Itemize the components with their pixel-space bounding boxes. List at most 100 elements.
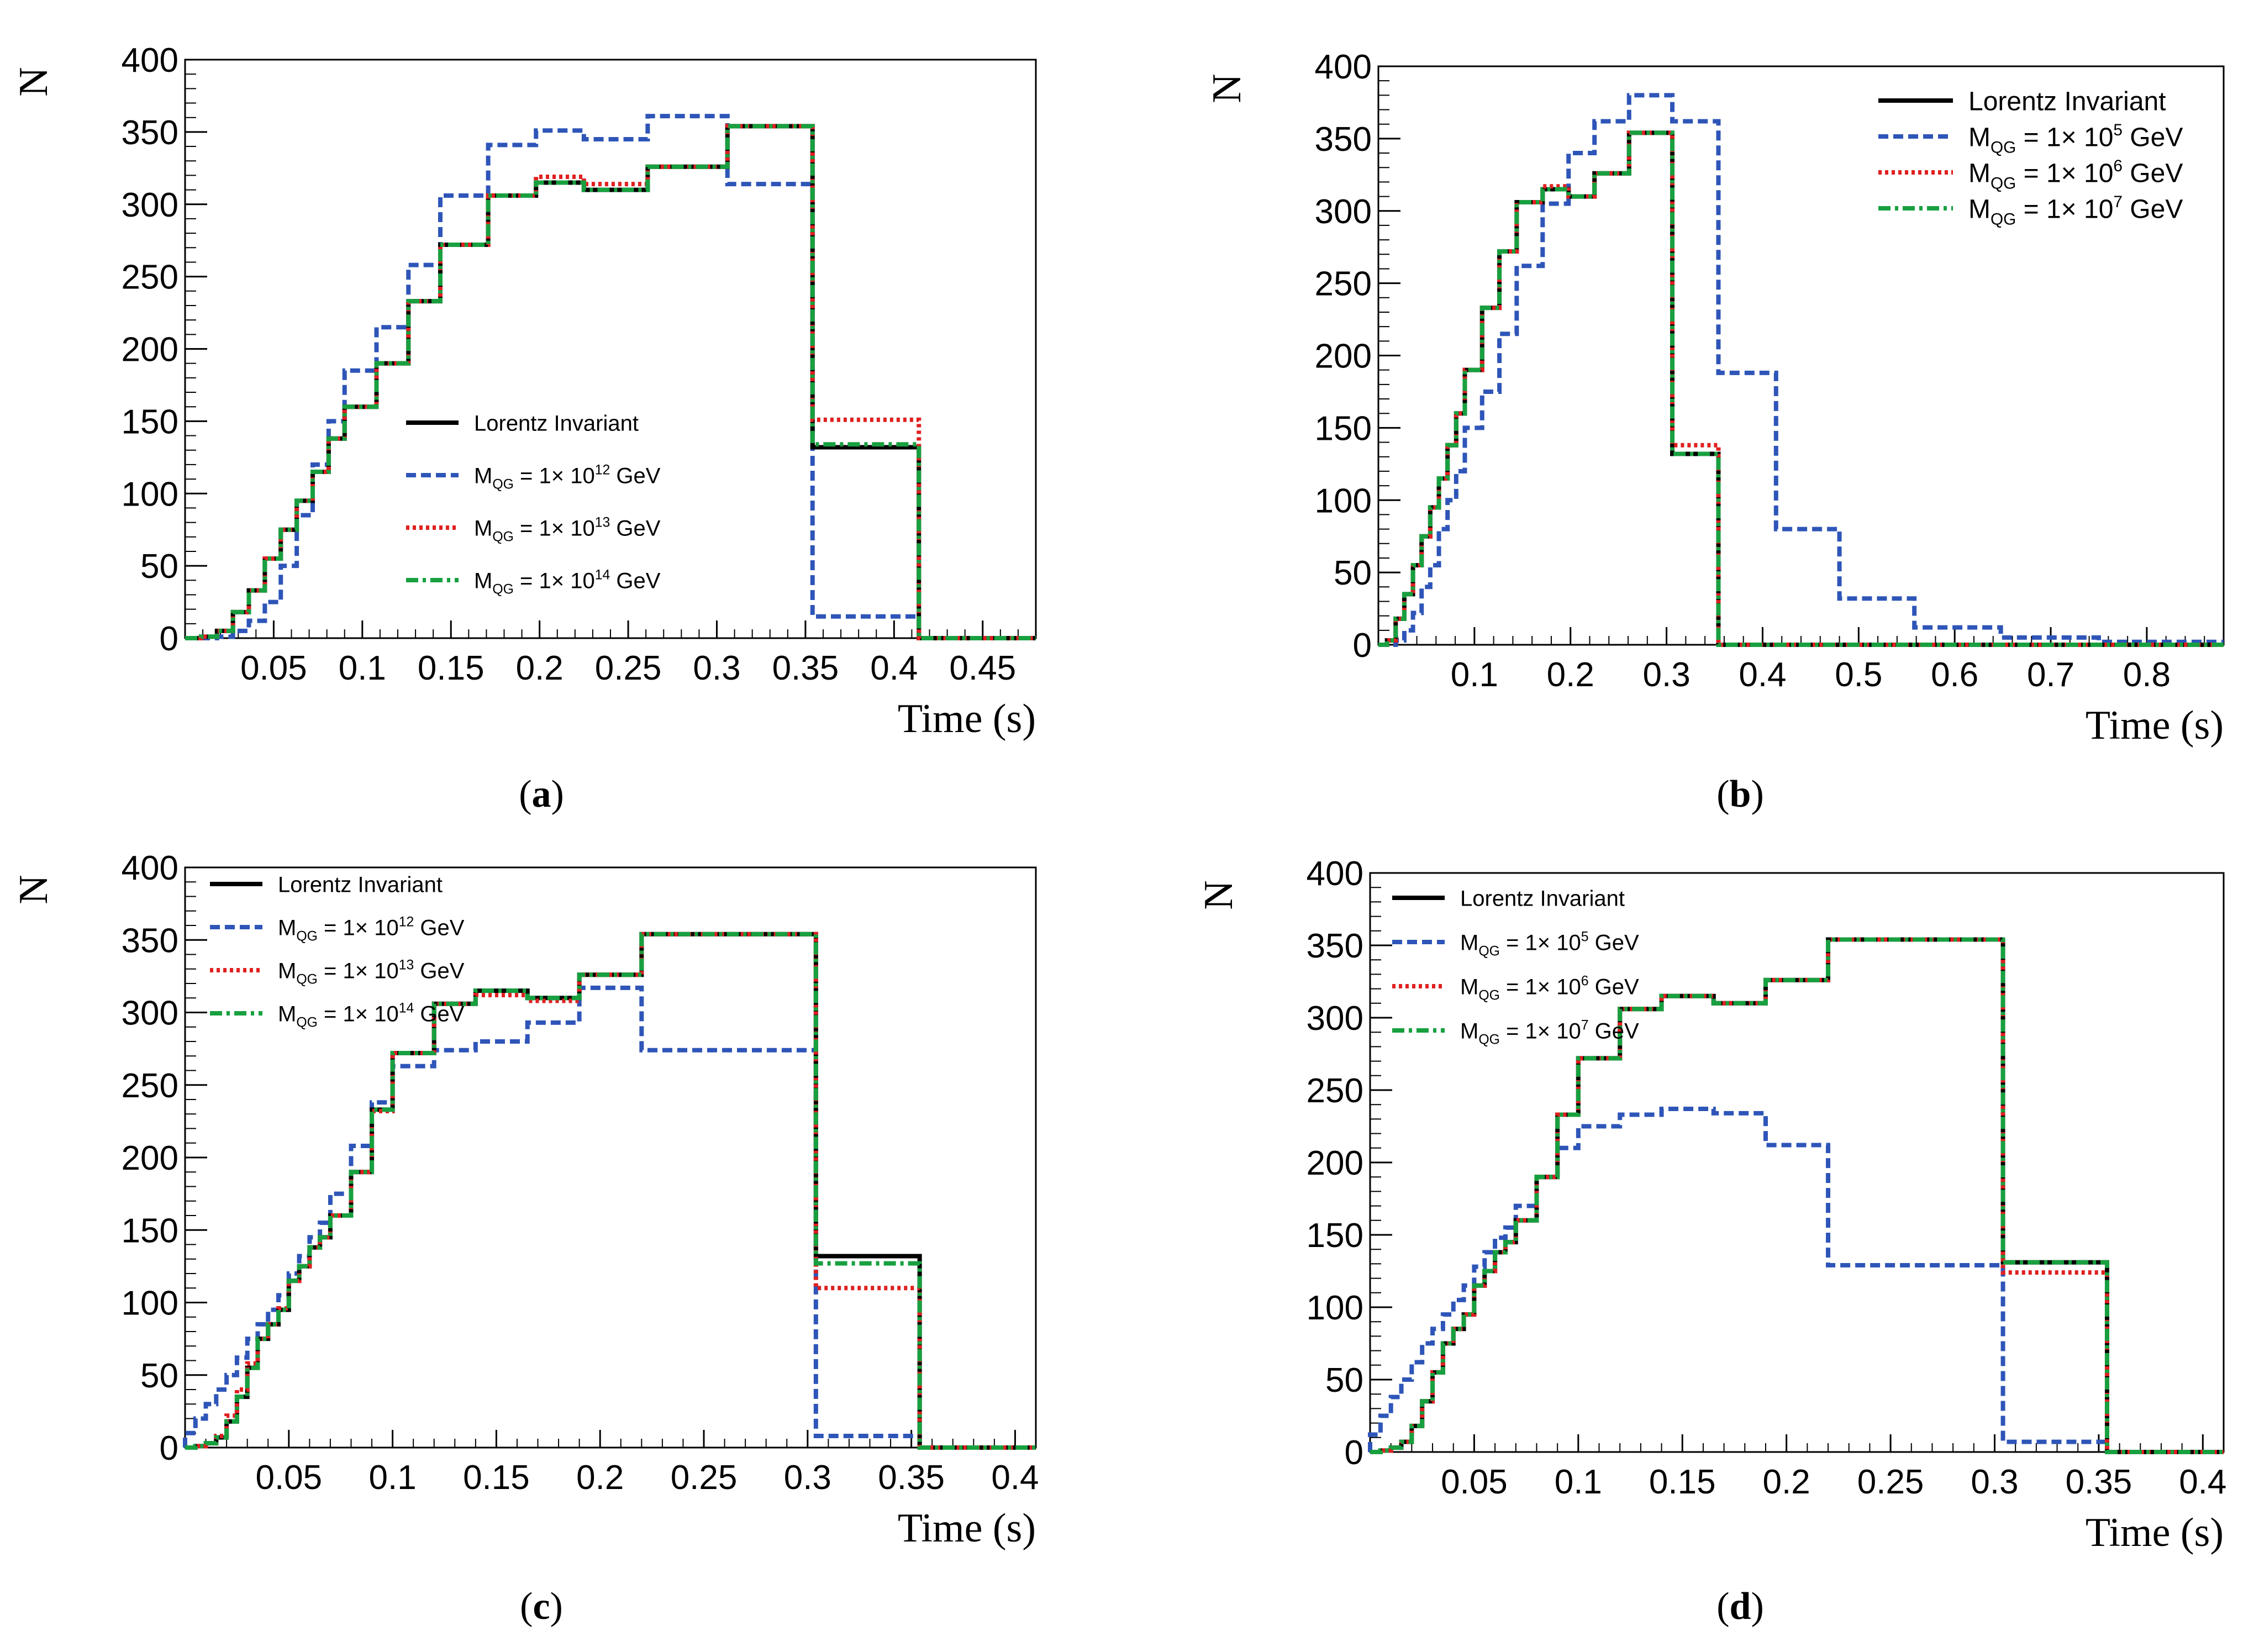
y-axis-title: N bbox=[1204, 73, 1250, 103]
series-line-2 bbox=[185, 932, 1036, 1450]
series-line-3 bbox=[1370, 937, 2224, 1454]
y-tick-label: 0 bbox=[1353, 627, 1372, 665]
x-tick-label: 0.1 bbox=[1451, 656, 1498, 694]
x-tick-label: 0.35 bbox=[878, 1459, 945, 1497]
y-tick-label: 150 bbox=[122, 1212, 178, 1250]
x-tick-label: 0.35 bbox=[2066, 1463, 2132, 1501]
series-line-3 bbox=[1378, 130, 2224, 647]
legend-label-2: MQG = 1× 1013 GeV bbox=[278, 957, 465, 987]
x-tick-label: 0.3 bbox=[784, 1459, 831, 1497]
x-tick-label: 0.3 bbox=[1971, 1463, 2018, 1501]
x-tick-label: 0.1 bbox=[369, 1459, 417, 1497]
panel-caption: (b) bbox=[1716, 773, 1764, 816]
x-tick-label: 0.4 bbox=[1739, 656, 1786, 694]
y-tick-label: 50 bbox=[1325, 1361, 1363, 1400]
y-axis-title: N bbox=[11, 875, 56, 904]
legend-label-2: MQG = 1× 106 GeV bbox=[1460, 974, 1639, 1003]
x-tick-label: 0.05 bbox=[240, 649, 307, 687]
y-tick-label: 50 bbox=[140, 1357, 178, 1395]
x-axis-title: Time (s) bbox=[2086, 703, 2224, 748]
y-tick-label: 400 bbox=[122, 41, 178, 80]
x-tick-label: 0.1 bbox=[339, 649, 386, 687]
x-tick-label: 0.2 bbox=[516, 649, 564, 687]
x-tick-label: 0.15 bbox=[463, 1459, 530, 1497]
y-tick-label: 400 bbox=[122, 849, 178, 887]
x-tick-label: 0.4 bbox=[991, 1459, 1039, 1497]
x-tick-label: 0.8 bbox=[2123, 656, 2171, 694]
y-tick-label: 100 bbox=[122, 475, 178, 513]
y-tick-label: 100 bbox=[1307, 1289, 1363, 1327]
x-tick-label: 0.7 bbox=[2027, 656, 2074, 694]
x-tick-label: 0.25 bbox=[595, 649, 662, 687]
series-line-1 bbox=[1378, 93, 2224, 647]
y-tick-label: 300 bbox=[1315, 193, 1372, 231]
legend-label-2: MQG = 1× 1013 GeV bbox=[474, 515, 661, 544]
panel-c: 0 50 100 150 200 250 300 350 400 0.05 0.1 0.15 0.2 0.… bbox=[11, 849, 1039, 1628]
x-tick-label: 0.3 bbox=[693, 649, 740, 687]
x-tick-label: 0.45 bbox=[949, 649, 1016, 687]
legend-label-0: Lorentz Invariant bbox=[474, 411, 639, 435]
x-tick-label: 0.15 bbox=[1649, 1463, 1716, 1501]
x-axis-title: Time (s) bbox=[898, 1506, 1036, 1551]
y-tick-label: 150 bbox=[1307, 1217, 1363, 1255]
series-line-3 bbox=[185, 932, 1036, 1450]
legend: Lorentz Invariant MQG = 1× 1012 GeV MQG = … bbox=[406, 411, 661, 597]
y-tick-label: 0 bbox=[160, 620, 178, 658]
y-tick-label: 250 bbox=[122, 259, 178, 297]
y-tick-label: 50 bbox=[1334, 554, 1372, 592]
series-line-3 bbox=[185, 124, 1036, 640]
panel-caption: (c) bbox=[520, 1585, 563, 1628]
legend-label-1: MQG = 1× 105 GeV bbox=[1460, 929, 1639, 959]
x-axis-title: Time (s) bbox=[898, 696, 1036, 741]
y-tick-label: 300 bbox=[122, 186, 178, 224]
y-tick-label: 150 bbox=[1315, 409, 1372, 448]
panel-a: 0 50 100 150 200 250 300 350 400 0.05 0.1 0.15 0.2 0.… bbox=[11, 41, 1037, 816]
legend-label-3: MQG = 1× 1014 GeV bbox=[474, 567, 661, 597]
panel-caption: (d) bbox=[1716, 1585, 1764, 1628]
y-tick-label: 350 bbox=[122, 922, 178, 960]
y-tick-label: 100 bbox=[1315, 482, 1372, 520]
x-tick-label: 0.25 bbox=[1857, 1463, 1924, 1501]
x-tick-label: 0.1 bbox=[1555, 1463, 1602, 1501]
y-axis-title: N bbox=[1196, 880, 1241, 909]
legend-label-3: MQG = 1× 1014 GeV bbox=[278, 1001, 465, 1030]
legend-label-0: Lorentz Invariant bbox=[278, 872, 443, 897]
series-line-1 bbox=[1368, 1107, 2224, 1454]
y-tick-label: 100 bbox=[122, 1285, 178, 1323]
y-tick-label: 200 bbox=[1315, 338, 1372, 376]
y-tick-label: 150 bbox=[122, 403, 178, 441]
panel-caption: (a) bbox=[519, 773, 564, 816]
x-tick-label: 0.25 bbox=[671, 1459, 738, 1497]
y-tick-label: 0 bbox=[1345, 1434, 1363, 1472]
y-tick-label: 200 bbox=[122, 331, 178, 369]
y-tick-label: 350 bbox=[1307, 927, 1363, 965]
legend-label-0: Lorentz Invariant bbox=[1968, 87, 2166, 116]
y-axis-title: N bbox=[11, 67, 56, 96]
y-tick-label: 250 bbox=[1315, 265, 1372, 303]
x-tick-label: 0.4 bbox=[2179, 1463, 2226, 1501]
legend-label-1: MQG = 1× 1012 GeV bbox=[474, 462, 661, 492]
panel-d: 0 50 100 150 200 250 300 350 400 0.05 0.1 0.15 0.2 0.… bbox=[1196, 855, 2226, 1628]
x-tick-label: 0.2 bbox=[1763, 1463, 1810, 1501]
x-tick-label: 0.5 bbox=[1835, 656, 1882, 694]
legend-label-2: MQG = 1× 106 GeV bbox=[1968, 157, 2183, 192]
legend-label-3: MQG = 1× 107 GeV bbox=[1460, 1018, 1639, 1047]
y-tick-label: 300 bbox=[1307, 999, 1363, 1038]
x-tick-label: 0.2 bbox=[1547, 656, 1594, 694]
y-tick-label: 400 bbox=[1307, 855, 1363, 893]
x-tick-label: 0.05 bbox=[255, 1459, 322, 1497]
x-tick-label: 0.4 bbox=[870, 649, 918, 687]
x-axis-title: Time (s) bbox=[2086, 1510, 2224, 1555]
x-tick-label: 0.35 bbox=[772, 649, 839, 687]
y-tick-label: 300 bbox=[122, 995, 178, 1033]
y-tick-label: 250 bbox=[1307, 1072, 1363, 1110]
y-tick-label: 50 bbox=[140, 548, 178, 586]
legend-label-0: Lorentz Invariant bbox=[1460, 886, 1625, 911]
series-line-1 bbox=[183, 985, 1036, 1450]
y-tick-label: 350 bbox=[1315, 120, 1372, 159]
y-tick-label: 200 bbox=[122, 1139, 178, 1177]
legend: Lorentz Invariant MQG = 1× 105 GeV MQG = 1… bbox=[1392, 886, 1639, 1047]
legend-label-3: MQG = 1× 107 GeV bbox=[1968, 193, 2183, 228]
